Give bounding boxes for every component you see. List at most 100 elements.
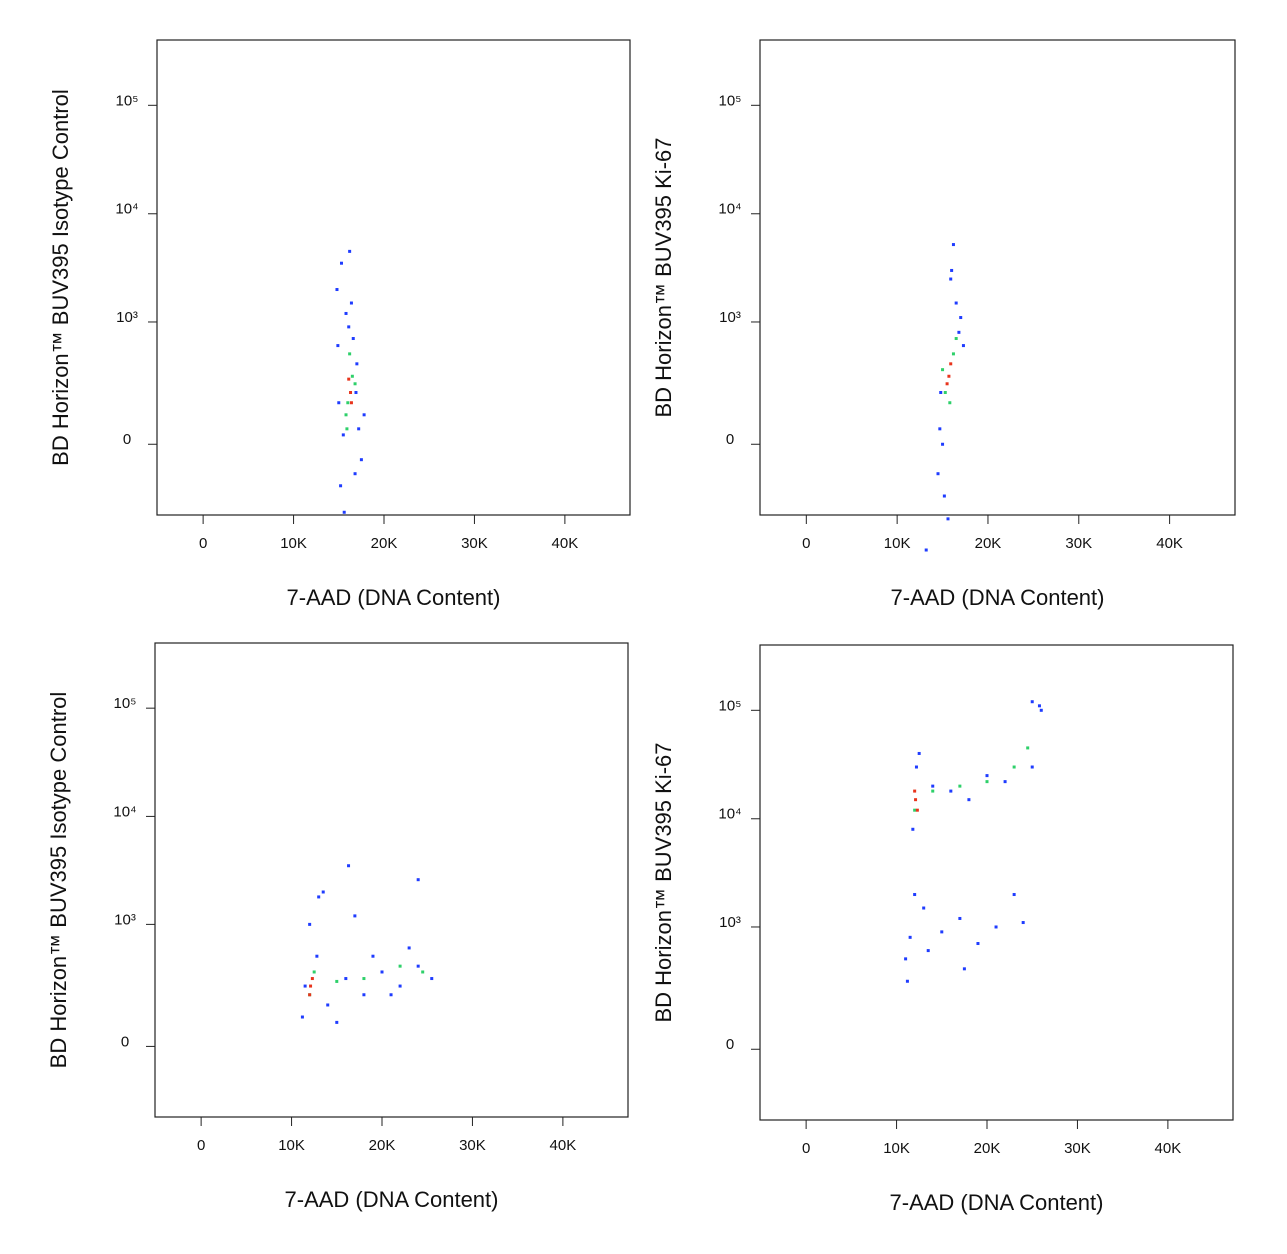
event-dot xyxy=(353,914,357,918)
event-dot xyxy=(362,993,366,997)
x-tick-label: 40K xyxy=(550,1137,577,1154)
x-tick-label: 30K xyxy=(1064,1140,1091,1157)
event-dot xyxy=(914,765,918,769)
event-dot xyxy=(959,316,963,320)
event-dot xyxy=(1012,893,1016,897)
event-dot xyxy=(350,374,354,378)
event-dot xyxy=(915,808,919,812)
panel: 0 10K 20K 30K 40K 0 10³ 10⁴ 10⁵ 7-AAD (DNA Conten… xyxy=(651,644,1234,1215)
x-axis-label: 7-AAD (DNA Content) xyxy=(890,1190,1104,1215)
event-dot xyxy=(957,330,961,334)
y-tick-label: 10⁴ xyxy=(115,201,138,218)
event-dot xyxy=(347,377,351,381)
event-dot xyxy=(430,977,434,981)
event-dot xyxy=(1012,765,1016,769)
event-dot xyxy=(946,517,950,521)
event-dot xyxy=(904,957,908,961)
plot-frame xyxy=(156,39,631,516)
event-dot xyxy=(337,401,341,405)
y-tick-label: 10⁴ xyxy=(718,806,741,823)
event-dot xyxy=(926,949,930,953)
event-dot xyxy=(940,930,944,934)
event-dot xyxy=(911,827,915,831)
x-tick-label: 20K xyxy=(974,1140,1001,1157)
x-tick-label: 10K xyxy=(884,535,911,552)
event-dot xyxy=(1021,921,1025,925)
event-dot xyxy=(310,977,314,981)
event-dot xyxy=(961,344,965,348)
event-dot xyxy=(985,780,989,784)
event-dot xyxy=(344,413,348,417)
x-tick-label: 20K xyxy=(371,535,398,552)
event-dot xyxy=(1037,704,1041,708)
event-dot xyxy=(346,401,350,405)
y-tick-label: 10³ xyxy=(116,309,138,326)
event-dot xyxy=(300,1015,304,1019)
event-dot xyxy=(315,954,319,958)
event-dot xyxy=(976,942,980,946)
event-dot xyxy=(348,352,352,356)
event-dot xyxy=(947,374,951,378)
event-dot xyxy=(967,798,971,802)
event-dot xyxy=(335,288,339,292)
event-dot xyxy=(349,401,353,405)
event-dot xyxy=(421,970,425,974)
event-dot xyxy=(371,954,375,958)
x-axis-label: 7-AAD (DNA Content) xyxy=(287,585,501,610)
event-dot xyxy=(942,494,946,498)
event-dot xyxy=(913,808,917,812)
event-dot xyxy=(950,268,954,272)
y-tick-label: 10⁵ xyxy=(719,92,742,109)
x-tick-label: 0 xyxy=(197,1137,205,1154)
event-dot xyxy=(344,311,348,315)
event-dot xyxy=(312,970,316,974)
event-dot xyxy=(389,993,393,997)
event-dot xyxy=(931,789,935,793)
event-dot xyxy=(407,946,411,950)
x-tick-label: 30K xyxy=(461,535,488,552)
plot-frame xyxy=(154,642,629,1118)
x-axis-label: 7-AAD (DNA Content) xyxy=(285,1187,499,1212)
x-tick-label: 10K xyxy=(883,1140,910,1157)
event-dot xyxy=(958,916,962,920)
event-dot xyxy=(949,277,953,281)
event-dot xyxy=(1026,746,1030,750)
event-dot xyxy=(349,391,353,395)
event-dot xyxy=(954,337,958,341)
event-dot xyxy=(398,964,402,968)
event-dot xyxy=(922,906,926,910)
panel: 0 10K 20K 30K 40K 0 10³ 10⁴ 10⁵ 7-AAD (DNA Conten… xyxy=(48,39,631,610)
x-axis-label: 7-AAD (DNA Content) xyxy=(891,585,1105,610)
event-dot xyxy=(936,472,940,476)
event-dot xyxy=(941,368,945,372)
y-tick-label: 10⁴ xyxy=(113,803,136,820)
x-tick-label: 40K xyxy=(552,535,579,552)
y-tick-label: 0 xyxy=(726,431,734,448)
event-dot xyxy=(347,864,351,868)
event-dot xyxy=(321,890,325,894)
x-tick-label: 10K xyxy=(280,535,307,552)
event-dot xyxy=(317,895,321,899)
x-tick-label: 30K xyxy=(1065,535,1092,552)
event-dot xyxy=(398,984,402,988)
event-dot xyxy=(335,1020,339,1024)
event-dot xyxy=(951,243,955,247)
event-dot xyxy=(941,442,945,446)
x-tick-label: 20K xyxy=(975,535,1002,552)
event-dot xyxy=(917,751,921,755)
event-dot xyxy=(344,977,348,981)
event-dot xyxy=(339,484,343,488)
y-tick-label: 10⁵ xyxy=(719,697,742,714)
event-dot xyxy=(335,979,339,983)
event-dot xyxy=(948,401,952,405)
event-dot xyxy=(353,382,357,386)
event-dot xyxy=(354,391,358,395)
event-dot xyxy=(954,301,958,305)
event-dot xyxy=(362,977,366,981)
event-dot xyxy=(938,427,942,431)
event-dot xyxy=(347,325,351,329)
y-tick-label: 10³ xyxy=(719,914,741,931)
event-dot xyxy=(914,798,918,802)
panel: 0 10K 20K 30K 40K 0 10³ 10⁴ 10⁵ 7-AAD (DNA Conten… xyxy=(651,39,1236,610)
